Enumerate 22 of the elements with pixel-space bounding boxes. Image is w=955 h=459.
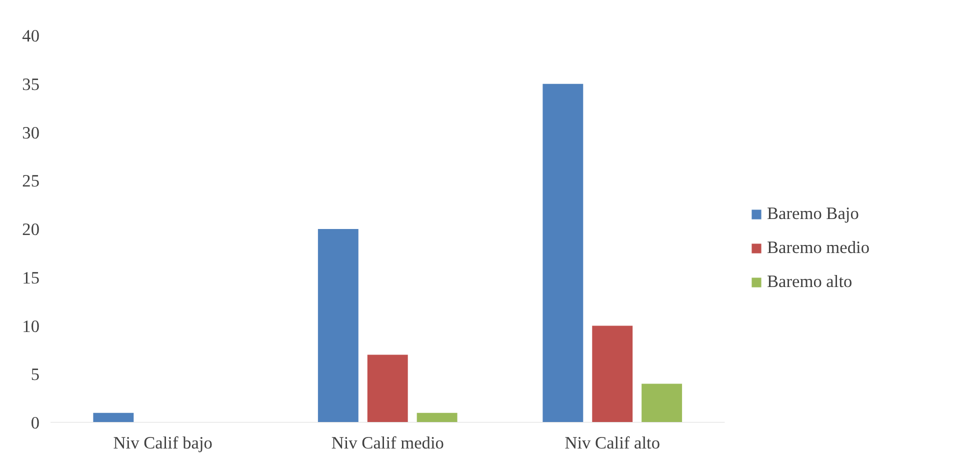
y-tick-label: 5 xyxy=(30,365,40,384)
bar xyxy=(542,84,584,422)
y-tick-label: 35 xyxy=(22,74,40,94)
x-tick-label: Niv Calif medio xyxy=(331,434,444,452)
legend-label: Baremo Bajo xyxy=(767,204,859,224)
bar xyxy=(416,412,458,422)
y-tick-label: 15 xyxy=(22,268,40,288)
bar xyxy=(93,412,134,422)
bar xyxy=(642,384,682,422)
x-tick-label: Niv Calif alto xyxy=(564,434,660,452)
y-tick-label: 0 xyxy=(30,414,40,432)
legend-label: Baremo alto xyxy=(767,272,852,292)
y-tick-label: 40 xyxy=(22,26,40,46)
x-tick-label: Niv Calif bajo xyxy=(113,434,212,452)
y-tick-label: 25 xyxy=(22,172,40,191)
bar xyxy=(367,354,408,422)
bar xyxy=(592,326,633,422)
legend-label: Baremo medio xyxy=(767,238,870,258)
y-tick-label: 10 xyxy=(22,316,40,336)
bar xyxy=(318,229,358,422)
y-tick-label: 20 xyxy=(22,220,40,239)
y-tick-label: 30 xyxy=(22,123,40,142)
